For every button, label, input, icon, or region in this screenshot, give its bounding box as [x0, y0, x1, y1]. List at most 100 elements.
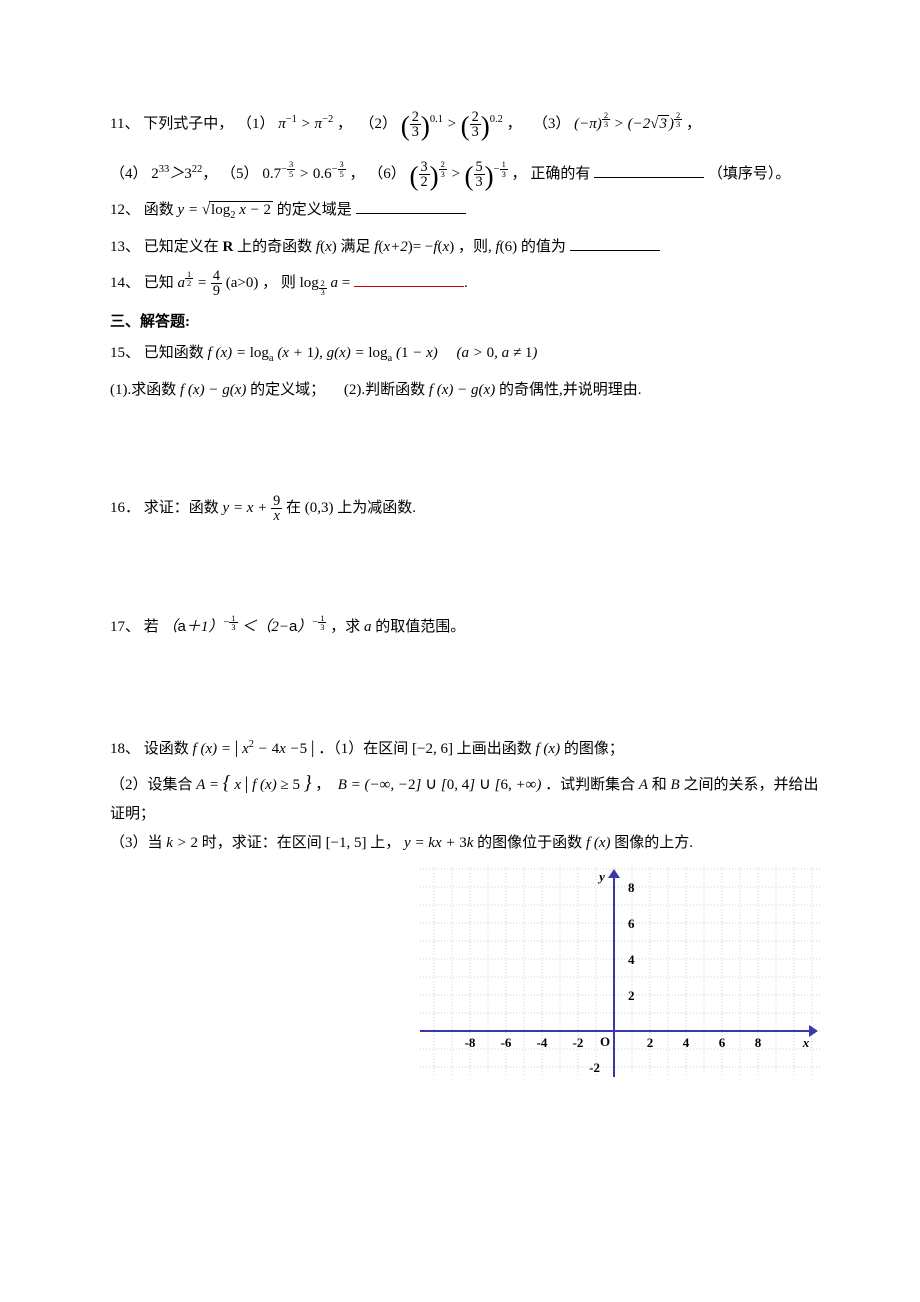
q13-R: R [223, 239, 234, 255]
q13-f6: f [495, 239, 499, 255]
q18-A: A [639, 777, 648, 793]
q11-expr2: (23)0.1 > (23)0.2 [401, 116, 507, 132]
svg-text:8: 8 [628, 880, 635, 895]
question-18: 18、 设函数 f (x) = | x2 − 4x −5 | ．（1）在区间 [… [110, 731, 820, 763]
question-13: 13、 已知定义在 R 上的奇函数 f(x) 满足 f(x+2)= −f(x) … [110, 234, 820, 261]
svg-text:y: y [597, 869, 605, 884]
q12-after: 的定义域是 [277, 202, 352, 218]
q11-item6-label: （6） [368, 166, 406, 182]
question-16: 16． 求证：函数 y = x + 9x 在 (0,3) 上为减函数. [110, 494, 820, 524]
q18-l2a: （2）设集合 [110, 777, 196, 793]
q11-item2-label: （2） [360, 116, 398, 132]
svg-text:6: 6 [719, 1035, 726, 1050]
q11-expr4: 233＞322 [151, 166, 202, 182]
svg-text:-8: -8 [465, 1035, 476, 1050]
q18-intv2: [−1, 5] [326, 835, 367, 851]
q15-text: 已知函数 [144, 345, 208, 361]
q13-c: 满足 [340, 239, 374, 255]
q14-a: 已知 [144, 275, 174, 291]
q13-blank [570, 236, 660, 251]
q18-intv1: [−2, 6] [412, 741, 453, 757]
q15-sub1b: 的定义域； [250, 382, 325, 398]
q16-number: 16． [110, 500, 140, 516]
q18-and: 和 [652, 777, 671, 793]
q13-cond: f [374, 239, 378, 255]
svg-text:O: O [600, 1034, 610, 1049]
q17-number: 17、 [110, 619, 144, 635]
q18-kcond: k > 2 [166, 835, 198, 851]
q18-fx2: f (x) [586, 835, 611, 851]
svg-text:x: x [802, 1035, 810, 1050]
q11-prefix: 下列式子中， [143, 116, 233, 132]
q11-expr5: 0.7−35 > 0.6−35 [262, 166, 349, 182]
q12-formula: y = √log2 x − 2 [178, 202, 277, 218]
q13-b: 上的奇函数 [237, 239, 316, 255]
q12-number: 12、 [110, 202, 140, 218]
q18-d: 的图像； [564, 741, 624, 757]
q11-tail-a: 正确的有 [530, 166, 590, 182]
question-15: 15、 已知函数 f (x) = loga (x + 1), g(x) = lo… [110, 340, 820, 369]
coordinate-grid: -8-6-4-22468-22468xyO [420, 867, 820, 1077]
q16-interval: (0,3) [305, 500, 334, 516]
q16-formula: y = x + 9x [223, 500, 286, 516]
q15-fg2: f (x) − g(x) [429, 382, 495, 398]
q14-after: (a>0) ， 则 [226, 275, 296, 291]
q18-c: 上画出函数 [457, 741, 536, 757]
svg-text:8: 8 [755, 1035, 762, 1050]
q11-item5-label: （5） [221, 166, 259, 182]
q17-var: a [364, 619, 375, 635]
q18-l3d: 的图像位于函数 [477, 835, 586, 851]
q14-log: log23 a [300, 275, 342, 291]
q18-l3b: 时，求证：在区间 [202, 835, 326, 851]
q11-blank [594, 163, 704, 178]
q17-b: ，求 [330, 619, 360, 635]
q11-item4-label: （4） [110, 166, 148, 182]
q11-item3-label: （3） [533, 116, 571, 132]
question-11: 11、 下列式子中， （1） π−1 > π−2 ， （2） (23)0.1 >… [110, 110, 820, 140]
q13-d: ，则, [458, 239, 492, 255]
q18-ykx: y = kx + 3k [404, 835, 473, 851]
q16-a: 求证：函数 [144, 500, 223, 516]
svg-text:-2: -2 [573, 1035, 584, 1050]
q15-sub2b: 的奇偶性,并说明理由. [499, 382, 642, 398]
q15-sub1: (1).求函数 [110, 382, 180, 398]
q15-fx: f (x) = loga (x + 1), g(x) = loga (1 − x… [208, 345, 442, 361]
q15-fg1: f (x) − g(x) [180, 382, 246, 398]
q17-expr: （a＋1）−13 ＜（2−a）−13 [163, 619, 331, 635]
question-12: 12、 函数 y = √log2 x − 2 的定义域是 [110, 197, 820, 226]
q13-e: 的值为 [521, 239, 566, 255]
q13-number: 13、 [110, 239, 140, 255]
section-3-heading: 三、解答题: [110, 309, 820, 336]
q12-text: 函数 [144, 202, 178, 218]
q18-l2b: ．试判断集合 [545, 777, 639, 793]
q11-number: 11、 [110, 116, 139, 132]
svg-text:-4: -4 [537, 1035, 548, 1050]
q18-fx-def: f (x) = | x2 − 4x −5 | [193, 741, 319, 757]
q14-lhs: a12 = 49 [178, 275, 226, 291]
svg-text:-2: -2 [589, 1060, 600, 1075]
svg-text:4: 4 [628, 952, 635, 967]
q17-c: 的取值范围。 [375, 619, 465, 635]
svg-text:-6: -6 [501, 1035, 512, 1050]
q14-number: 14、 [110, 275, 140, 291]
q15-number: 15、 [110, 345, 140, 361]
q12-blank [356, 200, 466, 215]
q18-a: 设函数 [144, 741, 193, 757]
question-18-line3: （3）当 k > 2 时，求证：在区间 [−1, 5] 上， y = kx + … [110, 830, 820, 857]
q14-eq: = [342, 275, 350, 291]
q11-item1-label: （1） [237, 116, 275, 132]
q18-fx1: f (x) [536, 741, 561, 757]
q11-expr6: (32)23 > (53)−13 [410, 166, 512, 182]
q14-blank [354, 273, 464, 288]
q18-setB: B = (−∞, −2] ∪ [0, 4] ∪ [6, +∞) [338, 777, 545, 793]
q13-fx: f [316, 239, 320, 255]
q11-expr3: (−π)23 > (−2√3)23 [574, 116, 686, 132]
q18-setA: A = { x | f (x) ≥ 5 } [196, 777, 315, 793]
question-11-line2: （4） 233＞322， （5） 0.7−35 > 0.6−35 ， （6） (… [110, 160, 820, 190]
question-17: 17、 若 （a＋1）−13 ＜（2−a）−13 ，求 a 的取值范围。 [110, 613, 820, 641]
q11-tail-b: （填序号）。 [708, 166, 791, 182]
q18-l3c: 上， [370, 835, 404, 851]
question-15-subs: (1).求函数 f (x) − g(x) 的定义域； (2).判断函数 f (x… [110, 377, 820, 404]
q18-number: 18、 [110, 741, 140, 757]
svg-text:2: 2 [628, 988, 635, 1003]
